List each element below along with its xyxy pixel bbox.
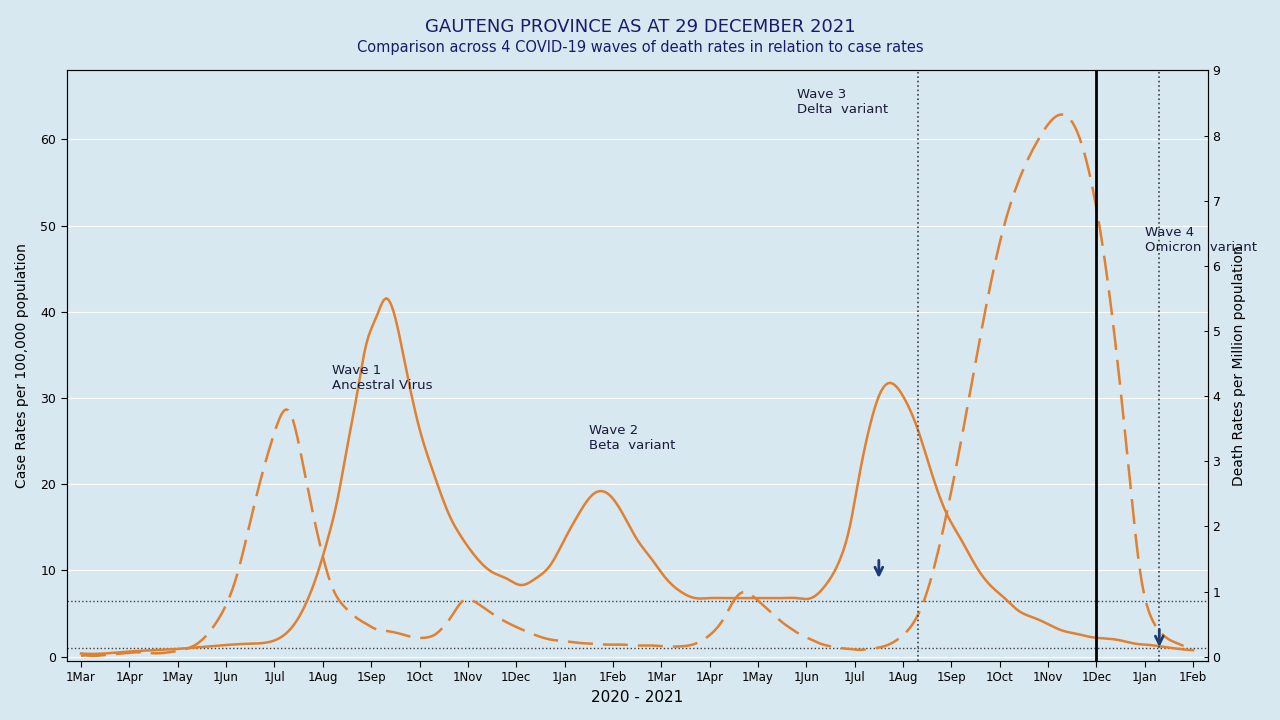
Y-axis label: Death Rates per Million population: Death Rates per Million population xyxy=(1231,246,1245,486)
Text: Wave 2
Beta  variant: Wave 2 Beta variant xyxy=(589,424,675,452)
X-axis label: 2020 - 2021: 2020 - 2021 xyxy=(591,690,684,705)
Text: Wave 4
Omicron  variant: Wave 4 Omicron variant xyxy=(1144,225,1257,253)
Text: GAUTENG PROVINCE AS AT 29 DECEMBER 2021: GAUTENG PROVINCE AS AT 29 DECEMBER 2021 xyxy=(425,18,855,36)
Text: Comparison across 4 COVID-19 waves of death rates in relation to case rates: Comparison across 4 COVID-19 waves of de… xyxy=(357,40,923,55)
Y-axis label: Case Rates per 100,000 population: Case Rates per 100,000 population xyxy=(15,243,29,488)
Text: Wave 1
Ancestral Virus: Wave 1 Ancestral Virus xyxy=(333,364,433,392)
Text: Wave 3
Delta  variant: Wave 3 Delta variant xyxy=(796,88,888,116)
